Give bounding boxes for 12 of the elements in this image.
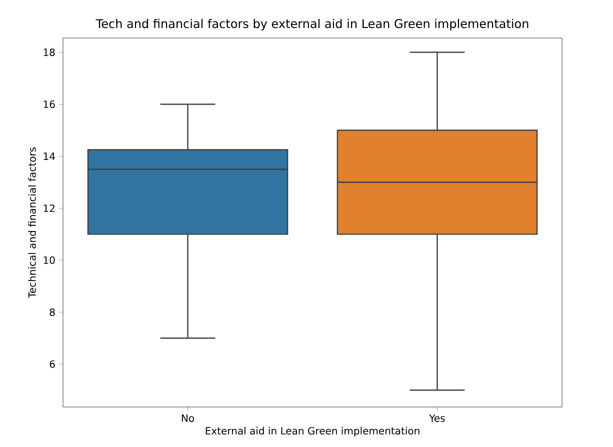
chart-title: Tech and financial factors by external aid in Lean Green implementation — [96, 18, 528, 30]
x-axis-title: External aid in Lean Green implementation — [206, 426, 420, 436]
y-axis-title: Technical and financial factors — [28, 147, 36, 298]
y-tick-label: 12 — [44, 204, 54, 212]
x-tick-label: No — [182, 414, 194, 422]
y-tick-label: 14 — [44, 152, 55, 160]
x-tick-label: Yes — [429, 414, 445, 422]
y-tick-label: 18 — [44, 48, 55, 56]
y-tick-label: 6 — [50, 360, 55, 368]
y-tick-label: 16 — [44, 100, 55, 108]
y-tick-label: 10 — [44, 256, 55, 264]
y-tick-label: 8 — [50, 308, 55, 316]
